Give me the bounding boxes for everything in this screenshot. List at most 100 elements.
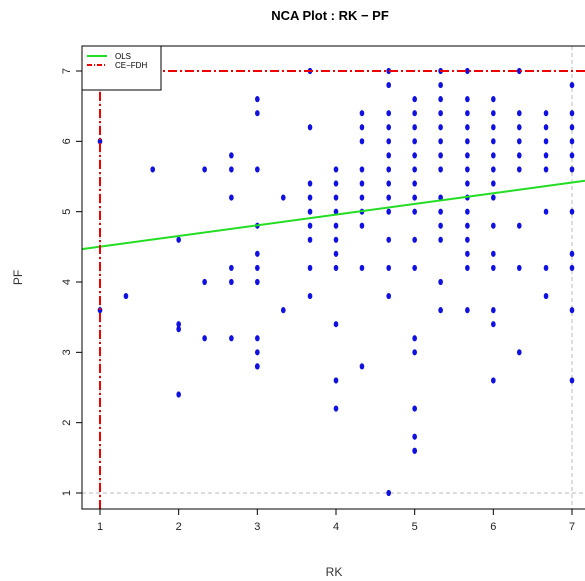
data-point bbox=[569, 138, 575, 145]
data-point bbox=[465, 180, 470, 187]
data-point bbox=[569, 166, 575, 173]
data-point bbox=[229, 264, 234, 272]
data-point bbox=[229, 278, 234, 286]
data-point bbox=[465, 138, 470, 145]
data-point bbox=[516, 152, 522, 159]
data-point bbox=[491, 180, 496, 187]
data-point bbox=[543, 124, 549, 131]
data-point bbox=[491, 194, 496, 201]
data-point bbox=[202, 166, 207, 173]
data-point bbox=[412, 194, 417, 201]
data-point bbox=[176, 391, 181, 398]
data-point bbox=[569, 81, 575, 89]
data-point bbox=[307, 236, 313, 243]
data-point bbox=[97, 307, 103, 314]
x-tick-label: 5 bbox=[412, 521, 418, 533]
data-point bbox=[412, 208, 417, 215]
data-point bbox=[438, 194, 443, 201]
data-point bbox=[359, 264, 365, 272]
data-point bbox=[516, 138, 522, 145]
data-point bbox=[333, 194, 339, 201]
data-point bbox=[202, 335, 207, 342]
data-point bbox=[438, 278, 443, 286]
data-point bbox=[333, 166, 339, 173]
data-point bbox=[412, 96, 417, 103]
data-point bbox=[359, 363, 365, 370]
data-point bbox=[386, 180, 392, 187]
data-point bbox=[569, 124, 575, 131]
data-point bbox=[543, 138, 549, 145]
data-point bbox=[438, 110, 443, 117]
data-point bbox=[359, 194, 365, 201]
data-point bbox=[543, 152, 549, 159]
data-point bbox=[333, 208, 339, 215]
data-point bbox=[516, 349, 522, 356]
data-point bbox=[386, 81, 392, 89]
data-point bbox=[386, 138, 392, 145]
data-point bbox=[569, 110, 575, 117]
data-point bbox=[491, 110, 496, 117]
data-point bbox=[359, 166, 365, 173]
data-point bbox=[465, 264, 470, 272]
data-point bbox=[333, 377, 339, 384]
data-point bbox=[412, 264, 417, 272]
data-point bbox=[333, 405, 339, 412]
data-point bbox=[176, 321, 181, 328]
data-point bbox=[359, 180, 365, 187]
data-point bbox=[465, 96, 470, 103]
data-point bbox=[438, 208, 443, 215]
data-point bbox=[333, 264, 339, 272]
data-point bbox=[333, 321, 339, 328]
data-point bbox=[465, 67, 470, 75]
data-point bbox=[516, 67, 522, 75]
data-point bbox=[229, 152, 234, 159]
data-point bbox=[255, 278, 260, 286]
y-axis-title: PF bbox=[11, 270, 25, 285]
data-point bbox=[386, 264, 392, 272]
data-point bbox=[543, 166, 549, 173]
x-axis: 1 2 3 4 5 6 7 bbox=[97, 509, 575, 533]
data-point bbox=[386, 124, 392, 131]
data-point bbox=[255, 363, 260, 370]
y-tick-label: 1 bbox=[61, 490, 73, 496]
data-point bbox=[438, 124, 443, 131]
data-point bbox=[386, 292, 392, 300]
data-point bbox=[412, 433, 417, 440]
data-point bbox=[255, 250, 260, 257]
data-point bbox=[491, 250, 496, 257]
data-point bbox=[386, 166, 392, 173]
data-point bbox=[438, 96, 443, 103]
data-point bbox=[412, 166, 417, 173]
x-tick-label: 2 bbox=[176, 521, 182, 533]
data-point bbox=[202, 278, 207, 286]
legend-label: CE−FDH bbox=[115, 61, 147, 70]
data-point bbox=[307, 124, 313, 131]
data-point bbox=[255, 110, 260, 117]
data-point bbox=[412, 349, 417, 356]
data-point bbox=[491, 222, 496, 229]
data-point bbox=[569, 307, 575, 314]
data-point bbox=[465, 208, 470, 215]
data-point bbox=[438, 236, 443, 243]
data-point bbox=[569, 377, 575, 384]
data-point bbox=[333, 236, 339, 243]
data-point bbox=[386, 236, 392, 243]
ce-fdh-line-layer bbox=[99, 70, 585, 509]
data-point bbox=[229, 335, 234, 342]
data-point bbox=[569, 208, 575, 215]
ols-line-layer bbox=[81, 179, 585, 251]
data-point bbox=[465, 307, 470, 314]
data-point bbox=[412, 152, 417, 159]
data-point bbox=[465, 166, 470, 173]
y-tick-label: 4 bbox=[61, 279, 73, 285]
data-point bbox=[386, 67, 392, 75]
data-point bbox=[176, 326, 181, 333]
data-point bbox=[569, 250, 575, 257]
data-point bbox=[359, 138, 365, 145]
chart-title: NCA Plot : RK − PF bbox=[271, 8, 389, 23]
data-point bbox=[491, 264, 496, 272]
data-point bbox=[386, 152, 392, 159]
data-point bbox=[465, 152, 470, 159]
data-point bbox=[491, 124, 496, 131]
data-point bbox=[412, 335, 417, 342]
